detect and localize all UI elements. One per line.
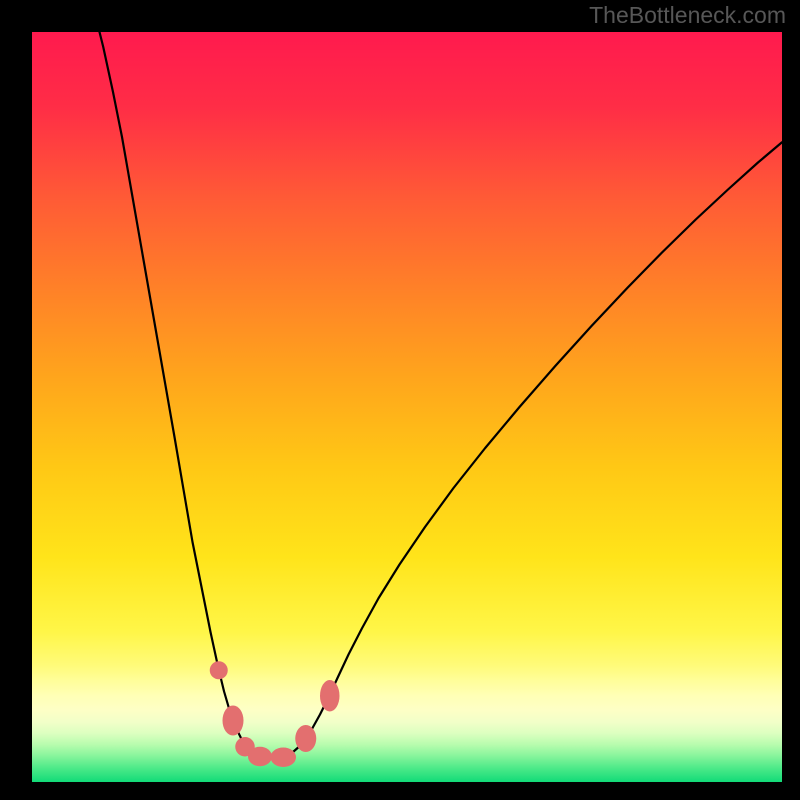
watermark-text: TheBottleneck.com	[589, 2, 786, 29]
marker-point-4	[271, 748, 297, 768]
chart-container: TheBottleneck.com	[0, 0, 800, 800]
curve-layer	[32, 32, 782, 782]
marker-point-0	[210, 661, 228, 679]
plot-area	[32, 32, 782, 782]
marker-point-5	[295, 725, 316, 752]
marker-point-3	[248, 747, 272, 767]
bottleneck-curve	[96, 17, 782, 758]
marker-point-1	[223, 706, 244, 736]
marker-point-6	[320, 680, 340, 712]
